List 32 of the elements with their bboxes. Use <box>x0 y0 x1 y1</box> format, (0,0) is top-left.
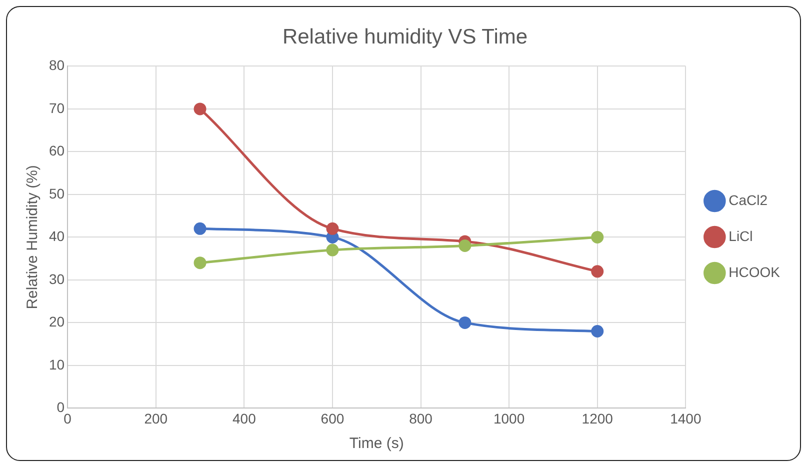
point <box>591 230 604 244</box>
x-tick-label: 1400 <box>670 410 702 426</box>
y-tick-label: 0 <box>56 399 65 416</box>
x-tick-label: 800 <box>409 410 433 426</box>
y-tick-label: 80 <box>48 57 65 74</box>
x-tick-label: 200 <box>144 410 168 426</box>
x-tick-label: 600 <box>320 410 344 426</box>
y-tick-label: 60 <box>48 142 65 159</box>
point <box>458 316 472 329</box>
point <box>591 325 604 338</box>
chart-title: Relative humidity VS Time <box>282 25 528 48</box>
point <box>194 222 206 235</box>
x-axis-title: Time (s) <box>349 435 404 452</box>
legend-label: CaCl2 <box>728 192 768 208</box>
y-tick-label: 40 <box>48 228 65 244</box>
point <box>326 222 339 235</box>
x-tick-label: 400 <box>232 410 256 426</box>
y-tick-label: 50 <box>48 185 65 202</box>
y-tick-label: 20 <box>48 314 65 330</box>
point <box>326 244 339 256</box>
y-tick-label: 10 <box>48 356 65 372</box>
y-tick-label: 70 <box>48 100 65 116</box>
x-tick-label: 1000 <box>493 410 525 426</box>
legend-label: HCOOK <box>728 264 781 280</box>
y-tick-label: 30 <box>48 270 65 287</box>
x-tick-label: 1200 <box>582 410 614 426</box>
point <box>194 256 206 270</box>
point <box>458 240 472 252</box>
point <box>194 102 206 116</box>
point <box>591 265 604 278</box>
legend-label: LiCl <box>728 228 753 244</box>
y-axis-title: Relative Humidity (%) <box>24 165 42 310</box>
